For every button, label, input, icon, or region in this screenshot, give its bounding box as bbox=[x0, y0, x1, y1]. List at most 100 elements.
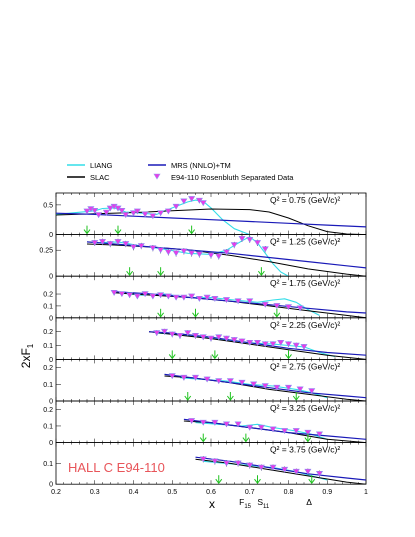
data-point bbox=[91, 240, 99, 247]
panel-curves bbox=[183, 418, 366, 443]
q2-label: Q² = 3.25 (GeV/c)² bbox=[270, 403, 340, 413]
q2-label: Q² = 3.75 (GeV/c)² bbox=[270, 445, 340, 455]
data-point bbox=[191, 374, 200, 381]
y-axis-title: 2xF1 bbox=[19, 343, 35, 368]
resonance-arrow-head bbox=[157, 270, 165, 277]
liang-curve bbox=[179, 377, 328, 399]
data-point bbox=[102, 209, 110, 216]
resonance-arrow-head bbox=[285, 354, 292, 360]
data-point bbox=[106, 205, 114, 212]
legend-label: LIANG bbox=[90, 161, 113, 170]
panel: 0 0.25 Q² = 1.25 (GeV/c)² bbox=[39, 234, 367, 281]
resonance-arrow-head bbox=[292, 395, 300, 401]
panel: 0 0.1 Q² = 3.75 (GeV/c)² bbox=[43, 442, 367, 489]
resonance-label: S11 bbox=[257, 497, 270, 510]
data-point bbox=[238, 379, 246, 386]
resonance-arrow-head bbox=[254, 478, 261, 485]
data-point bbox=[269, 464, 277, 471]
data-point bbox=[269, 341, 277, 348]
liang-curve bbox=[56, 199, 250, 235]
resonance-arrow-head bbox=[188, 229, 196, 235]
panel-curves bbox=[86, 235, 366, 277]
mrs-curve bbox=[56, 212, 366, 228]
data-point bbox=[315, 471, 324, 477]
data-point bbox=[215, 253, 223, 260]
data-point bbox=[137, 243, 145, 250]
data-point bbox=[292, 342, 300, 349]
data-point bbox=[234, 298, 242, 305]
data-point bbox=[83, 208, 91, 215]
data-point bbox=[199, 334, 207, 341]
data-point bbox=[157, 210, 165, 217]
panel: 0 0.1 0.2 Q² = 2.25 (GeV/c)² bbox=[43, 317, 367, 364]
data-point bbox=[253, 240, 262, 247]
liang-curve bbox=[156, 332, 336, 358]
data-point bbox=[95, 212, 103, 219]
q2-label: Q² = 0.75 (GeV/c)² bbox=[270, 195, 340, 205]
y-tick-label: 0.1 bbox=[43, 423, 53, 430]
legend: LIANG SLAC MRS (NNLO)+TM E94-110 Rosenbluth… bbox=[67, 161, 294, 182]
data-point bbox=[234, 421, 242, 428]
data-point bbox=[180, 198, 188, 205]
x-tick-label: 0.6 bbox=[206, 489, 216, 496]
data-point bbox=[284, 304, 293, 311]
resonance-arrow-head bbox=[114, 229, 122, 235]
resonance-arrow-head bbox=[215, 478, 223, 485]
liang-curve bbox=[117, 292, 320, 316]
data-point bbox=[199, 200, 207, 207]
data-point bbox=[176, 333, 184, 339]
data-point bbox=[195, 295, 203, 302]
panel: 0 0.1 0.2 Q² = 3.25 (GeV/c)² bbox=[43, 400, 367, 447]
slac-curve bbox=[86, 243, 366, 277]
data-point bbox=[91, 208, 99, 214]
mrs-curve bbox=[183, 418, 366, 440]
data-point bbox=[122, 212, 130, 219]
data-point bbox=[188, 418, 196, 425]
data-point bbox=[133, 208, 141, 215]
data-point bbox=[98, 239, 107, 245]
data-point bbox=[296, 305, 304, 312]
data-point bbox=[257, 424, 265, 431]
data-point bbox=[172, 250, 180, 257]
data-point bbox=[222, 249, 231, 256]
data-point bbox=[133, 293, 141, 300]
mrs-curve bbox=[86, 241, 366, 269]
data-point bbox=[129, 244, 138, 251]
x-axis-title: x bbox=[209, 497, 215, 511]
data-point bbox=[164, 208, 172, 215]
data-point bbox=[269, 426, 277, 433]
q2-label: Q² = 1.25 (GeV/c)² bbox=[270, 237, 340, 247]
y-tick-label: 0 bbox=[49, 315, 53, 322]
resonance-arrow-head bbox=[257, 270, 265, 277]
data-point bbox=[207, 252, 215, 259]
data-point bbox=[284, 384, 293, 391]
data-point bbox=[184, 330, 192, 337]
y-tick-label: 0.1 bbox=[43, 461, 53, 468]
resonance-arrow-head bbox=[211, 354, 219, 360]
data-point bbox=[157, 247, 165, 254]
data-point bbox=[253, 339, 262, 346]
data-point bbox=[157, 292, 165, 299]
data-point bbox=[296, 386, 304, 393]
data-point bbox=[281, 466, 289, 473]
data-point bbox=[238, 235, 246, 242]
resonance-arrow-head bbox=[242, 437, 250, 443]
x-tick-label: 1 bbox=[364, 489, 368, 496]
panel-curves bbox=[164, 373, 366, 401]
y-tick-label: 0.2 bbox=[43, 329, 53, 336]
panel: 0 0.5 Q² = 0.75 (GeV/c)² bbox=[43, 192, 367, 239]
data-point bbox=[246, 298, 254, 305]
overlay: 0.2 0.3 0.4 0.5 0.6 0.7 0.8 0.9 1 x 2xF1 HALL C E94… bbox=[19, 343, 368, 511]
data-point bbox=[281, 428, 289, 435]
panel: 0 0.1 0.2 Q² = 1.75 (GeV/c)² bbox=[43, 275, 367, 322]
data-point bbox=[261, 341, 269, 348]
data-point bbox=[238, 338, 246, 345]
data-point bbox=[215, 334, 223, 341]
y-tick-label: 0.1 bbox=[43, 343, 53, 350]
data-point bbox=[122, 241, 130, 248]
q2-label: Q² = 2.25 (GeV/c)² bbox=[270, 320, 340, 330]
resonance-arrow-head bbox=[168, 354, 176, 360]
data-point bbox=[164, 293, 172, 300]
y-tick-label: 0.5 bbox=[43, 202, 53, 209]
